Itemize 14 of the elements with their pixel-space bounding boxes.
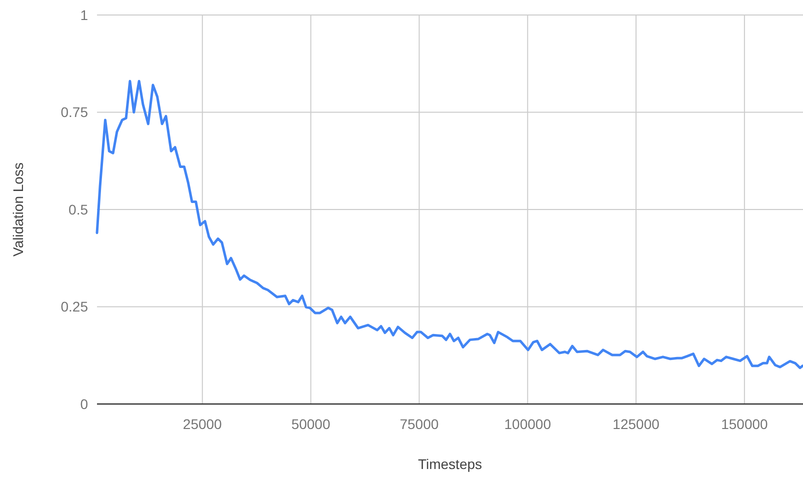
x-tick-label: 150000 xyxy=(721,416,768,432)
x-tick-label: 125000 xyxy=(612,416,660,432)
y-tick-label: 0.25 xyxy=(60,298,88,315)
y-axis-title: Validation Loss xyxy=(10,162,26,256)
y-tick-label: 1 xyxy=(80,6,88,23)
y-tick-label: 0 xyxy=(80,396,88,412)
x-tick-label: 25000 xyxy=(182,416,222,432)
x-axis-title: Timesteps xyxy=(418,456,482,472)
x-tick-label: 100000 xyxy=(504,416,552,432)
y-tick-label: 0.75 xyxy=(60,104,88,120)
y-tick-label: 0.5 xyxy=(68,201,88,218)
x-tick-label: 50000 xyxy=(291,416,330,432)
line-series xyxy=(96,80,803,370)
x-tick-label: 75000 xyxy=(400,416,439,432)
